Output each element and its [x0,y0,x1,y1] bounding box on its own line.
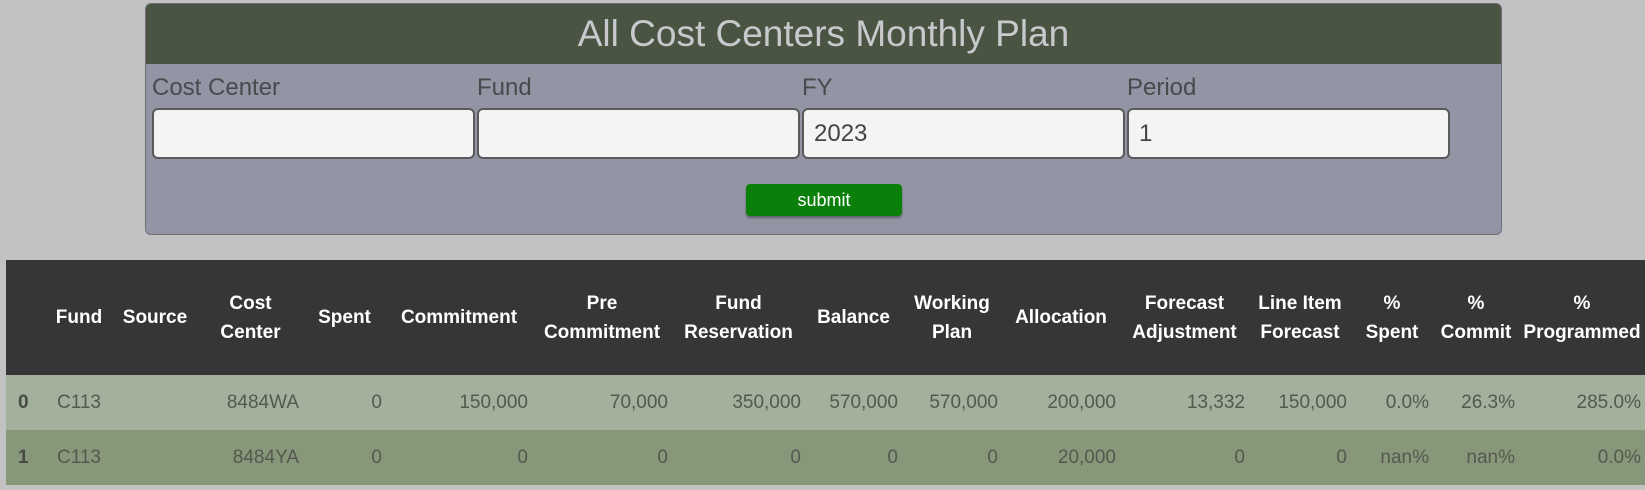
row-index: 1 [18,446,29,468]
cell-percent-commit: nan% [1466,446,1515,468]
cost-center-field: Cost Center [146,74,475,159]
cell-pre-commitment: 70,000 [609,391,668,413]
cell-commitment: 150,000 [459,391,528,413]
cell-spent: 0 [371,391,382,413]
period-label: Period [1127,74,1197,101]
header-balance: Balance [817,307,890,328]
fy-field: FY [796,74,1125,159]
table-row: 1 C113 8484YA 0 0 0 0 0 0 20,000 0 0 nan… [6,430,1645,485]
header-working-plan: Working Plan [914,292,990,343]
cell-pre-commitment: 0 [657,446,668,468]
cell-balance: 0 [887,446,898,468]
cell-fund-reservation: 0 [790,446,801,468]
period-field: Period [1121,74,1450,159]
cost-center-label: Cost Center [152,74,281,101]
cell-working-plan: 570,000 [929,391,998,413]
cell-fund: C113 [56,446,101,468]
header-forecast-adjustment: Forecast Adjustment [1132,292,1237,343]
fy-input[interactable] [802,108,1125,159]
cell-fund-reservation: 350,000 [732,391,801,413]
header-percent-commit: % Commit [1440,292,1512,343]
cell-fund: C113 [56,391,101,413]
filter-form: All Cost Centers Monthly Plan Cost Cente… [145,3,1502,235]
cell-forecast-adjustment: 13,332 [1186,391,1245,413]
cell-percent-programmed: 0.0% [1597,446,1641,468]
cell-balance: 570,000 [829,391,898,413]
filter-fields: Cost Center Fund FY Period [146,64,1501,184]
header-fund-reservation: Fund Reservation [684,292,793,343]
cell-source [112,375,198,430]
header-line-item-forecast: Line Item Forecast [1258,292,1342,343]
cell-source [112,430,198,485]
fy-label: FY [802,74,833,101]
cell-forecast-adjustment: 0 [1234,446,1245,468]
header-spent: Spent [318,307,371,328]
header-fund: Fund [55,307,103,328]
cell-percent-programmed: 285.0% [1576,391,1641,413]
cell-line-item-forecast: 0 [1336,446,1347,468]
header-percent-spent: % Spent [1365,292,1419,343]
results-table-container: Fund Source Cost Center Spent Commitment… [6,260,1645,486]
header-pre-commitment: Pre Commitment [543,292,661,343]
header-allocation: Allocation [1015,307,1107,328]
cell-allocation: 200,000 [1047,391,1116,413]
period-input[interactable] [1127,108,1450,159]
cell-commitment: 0 [517,446,528,468]
cell-line-item-forecast: 150,000 [1278,391,1347,413]
table-row: 0 C113 8484WA 0 150,000 70,000 350,000 5… [6,375,1645,430]
cell-percent-spent: nan% [1380,446,1429,468]
fund-label: Fund [477,74,532,101]
cell-spent: 0 [371,446,382,468]
submit-button[interactable]: submit [746,184,902,216]
cell-allocation: 20,000 [1057,446,1116,468]
cell-cost-center: 8484YA [232,446,299,468]
header-index [6,260,46,375]
header-source: Source [122,307,188,328]
form-title: All Cost Centers Monthly Plan [146,4,1501,64]
cell-percent-commit: 26.3% [1461,391,1515,413]
table-header-row: Fund Source Cost Center Spent Commitment… [6,260,1645,375]
results-table: Fund Source Cost Center Spent Commitment… [6,260,1645,485]
row-index: 0 [18,391,29,413]
header-percent-programmed: % Programmed [1523,292,1641,343]
header-cost-center: Cost Center [220,292,281,343]
cell-working-plan: 0 [987,446,998,468]
cost-center-input[interactable] [152,108,475,159]
cell-cost-center: 8484WA [226,391,299,413]
fund-input[interactable] [477,108,800,159]
header-commitment: Commitment [400,307,518,328]
fund-field: Fund [471,74,800,159]
cell-percent-spent: 0.0% [1385,391,1429,413]
